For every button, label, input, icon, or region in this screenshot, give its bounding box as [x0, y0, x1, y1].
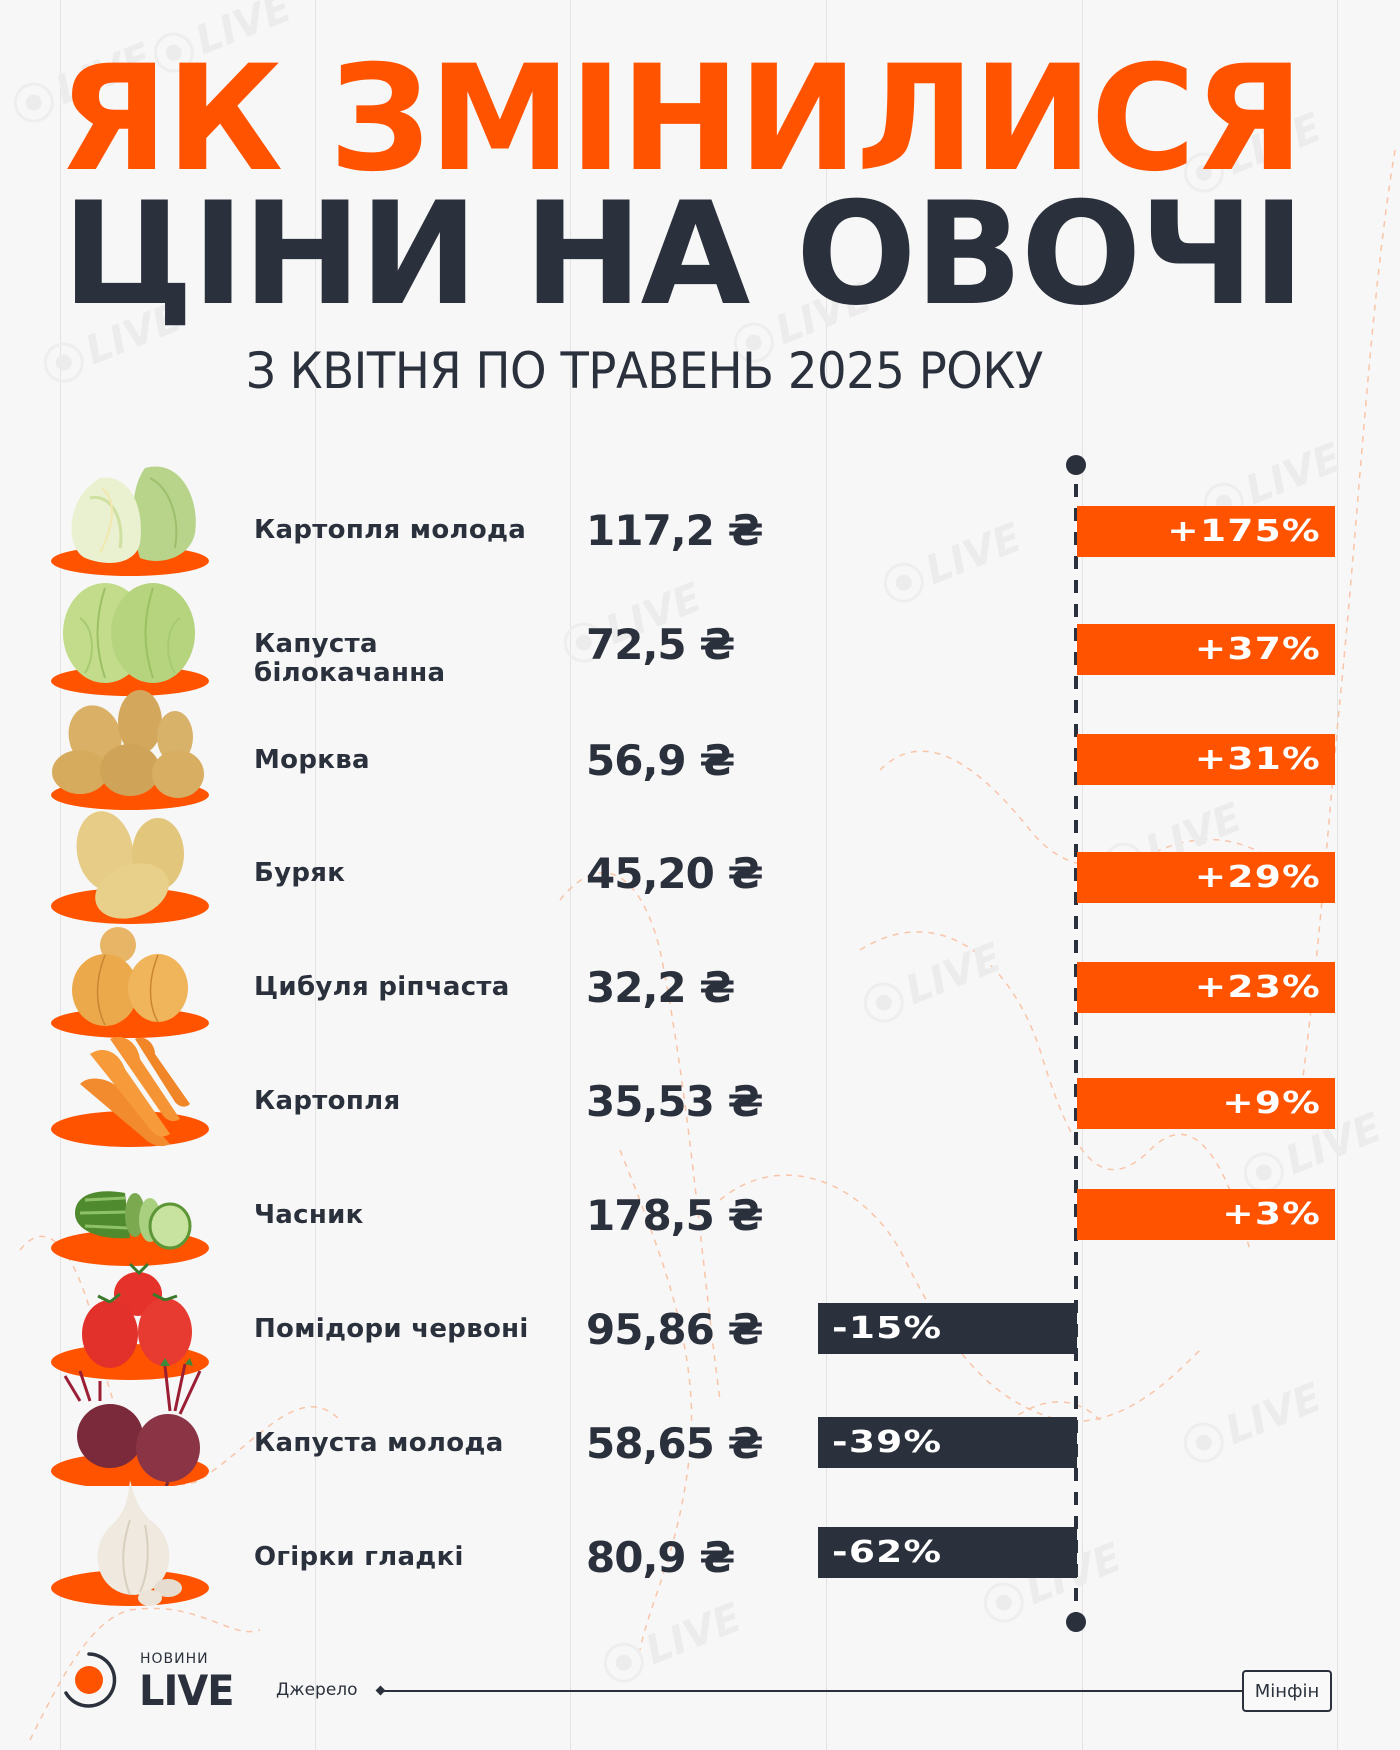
change-bar-positive: +3% — [1077, 1189, 1335, 1240]
change-percent: +31% — [1194, 741, 1321, 777]
price-value: 45,20 ₴ — [586, 849, 764, 898]
vegetable-label: Капуста молода — [254, 1428, 504, 1458]
source-label: Джерело — [276, 1680, 358, 1700]
grid-line — [315, 0, 316, 1750]
price-value: 80,9 ₴ — [586, 1533, 735, 1582]
tomatoes-icon — [51, 1262, 209, 1380]
source-connector-line — [382, 1690, 1242, 1692]
price-value: 95,86 ₴ — [586, 1305, 764, 1354]
cabbage-halves-icon — [51, 466, 209, 576]
vegetable-label: Часник — [254, 1200, 364, 1230]
change-bar-negative: -39% — [818, 1417, 1077, 1468]
price-value: 117,2 ₴ — [586, 506, 764, 555]
table-row: Буряк 45,20 ₴ +29% — [0, 811, 1400, 930]
change-bar-positive: +37% — [1077, 624, 1335, 675]
change-percent: +9% — [1222, 1085, 1321, 1121]
change-bar-positive: +29% — [1077, 852, 1335, 903]
price-value: 72,5 ₴ — [586, 620, 735, 669]
vegetable-label: Помідори червоні — [254, 1314, 529, 1344]
table-row: Морква 56,9 ₴ +31% — [0, 690, 1400, 816]
onions-icon — [51, 927, 209, 1038]
vegetable-label: Цибуля ріпчаста — [254, 972, 510, 1002]
change-bar-negative: -62% — [818, 1527, 1077, 1578]
change-percent: -15% — [832, 1310, 943, 1346]
grid-line — [60, 0, 61, 1750]
zero-axis-dashed-line — [1074, 484, 1078, 1619]
vegetable-label: Картопля — [254, 1086, 401, 1116]
change-bar-positive: +175% — [1077, 506, 1335, 557]
cabbage-heads-icon — [51, 583, 209, 696]
carrots-icon — [51, 1036, 209, 1147]
table-row: Картопля молода 117,2 ₴ +175% — [0, 466, 1400, 588]
potatoes-pile-icon — [51, 690, 209, 810]
logo-text-small: НОВИНИ — [140, 1651, 209, 1667]
subtitle: З КВІТНЯ ПО ТРАВЕНЬ 2025 РОКУ — [246, 342, 1043, 400]
axis-bottom-dot — [1066, 1612, 1086, 1632]
price-value: 32,2 ₴ — [586, 963, 735, 1012]
table-row: Цибуля ріпчаста 32,2 ₴ +23% — [0, 927, 1400, 1044]
table-row: Картопля 35,53 ₴ +9% — [0, 1036, 1400, 1158]
cucumber-icon — [51, 1191, 209, 1266]
change-percent: +3% — [1222, 1196, 1321, 1232]
table-row: Огірки гладкі 80,9 ₴ -62% — [0, 1480, 1400, 1614]
title-line-1: ЯК ЗМІНИЛИСЯ — [58, 34, 1304, 204]
vegetable-label-line-2: білокачанна — [254, 658, 446, 688]
price-value: 35,53 ₴ — [586, 1077, 764, 1126]
change-percent: +175% — [1167, 513, 1321, 549]
change-bar-positive: +23% — [1077, 962, 1335, 1013]
vegetable-label: Картопля молода — [254, 515, 527, 545]
table-row: Капуста білокачанна 72,5 ₴ +37% — [0, 583, 1400, 702]
vegetable-label: Буряк — [254, 858, 346, 888]
change-bar-negative: -15% — [818, 1303, 1077, 1354]
change-percent: -39% — [832, 1424, 943, 1460]
logo-text-big: LIVE — [139, 1666, 235, 1715]
change-percent: -62% — [832, 1534, 943, 1570]
axis-top-dot — [1066, 455, 1086, 475]
change-percent: +23% — [1194, 969, 1321, 1005]
grid-line — [826, 0, 827, 1750]
price-value: 56,9 ₴ — [586, 736, 735, 785]
price-value: 178,5 ₴ — [586, 1191, 764, 1240]
vegetable-label: Капуста білокачанна — [254, 630, 445, 688]
change-percent: +29% — [1194, 859, 1321, 895]
beets-icon — [51, 1358, 209, 1486]
vegetable-label: Огірки гладкі — [254, 1542, 464, 1572]
potatoes-icon — [51, 811, 209, 924]
source-value-box: Мінфін — [1242, 1670, 1332, 1712]
vegetable-label: Морква — [254, 745, 370, 775]
title-line-2: ЦІНИ НА ОВОЧІ — [62, 172, 1305, 337]
table-row: Часник 178,5 ₴ +3% — [0, 1158, 1400, 1272]
change-percent: +37% — [1194, 631, 1321, 667]
change-bar-positive: +9% — [1077, 1078, 1335, 1129]
novyny-live-logo-icon — [64, 1652, 117, 1708]
garlic-icon — [51, 1480, 209, 1606]
table-row: Помідори червоні 95,86 ₴ -15% — [0, 1262, 1400, 1386]
vegetable-label-line-1: Капуста — [254, 629, 378, 659]
table-row: Капуста молода 58,65 ₴ -39% — [0, 1358, 1400, 1500]
change-bar-positive: +31% — [1077, 734, 1335, 785]
price-value: 58,65 ₴ — [586, 1419, 764, 1468]
